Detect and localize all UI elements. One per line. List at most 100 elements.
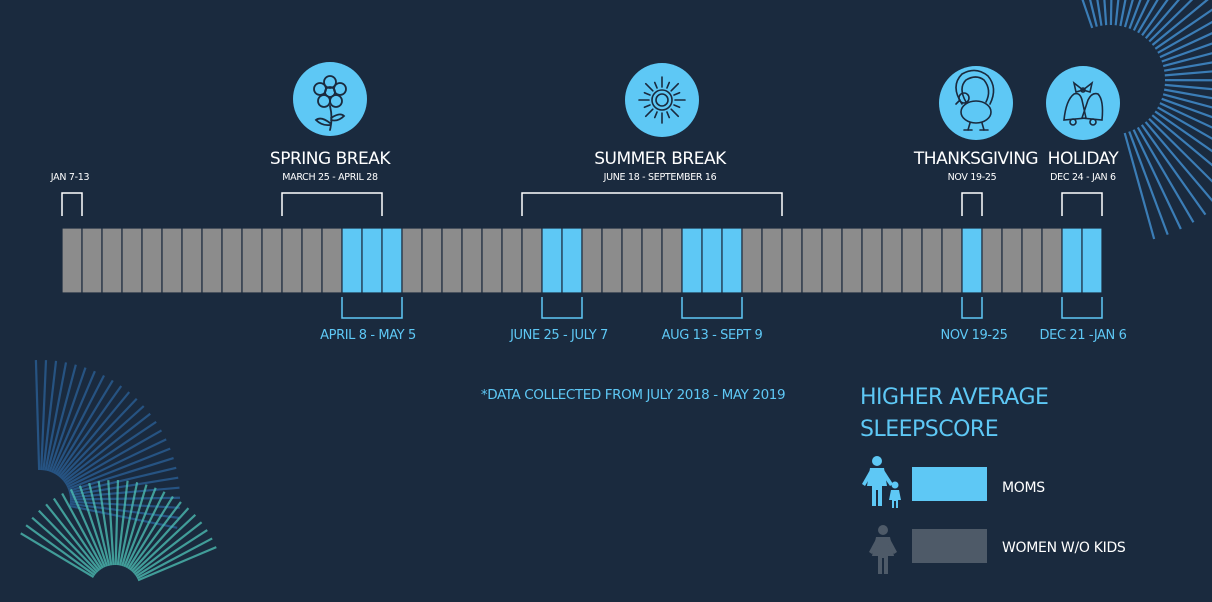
week-cell-women-higher (881, 227, 903, 294)
new-year-bracket (61, 192, 83, 216)
week-cell-women-higher (161, 227, 183, 294)
week-cell-women-higher (501, 227, 523, 294)
sun-icon (638, 76, 686, 124)
week-cell-women-higher (481, 227, 503, 294)
week-cell-women-higher (141, 227, 163, 294)
week-cell-women-higher (621, 227, 643, 294)
flower-icon (313, 75, 347, 131)
week-cell-women-higher (101, 227, 123, 294)
week-cell-women-higher (221, 227, 243, 294)
week-cell-women-higher (521, 227, 543, 294)
week-cell-women-higher (441, 227, 463, 294)
holiday-dates: DEC 24 - JAN 6 (1050, 172, 1116, 183)
week-cell-women-higher (761, 227, 783, 294)
legend-swatch-moms (912, 467, 987, 501)
summer-break-dates: JUNE 18 - SEPTEMBER 16 (603, 172, 717, 183)
week-cell-women-higher (1021, 227, 1043, 294)
legend-label-moms: MOMS (1002, 480, 1045, 496)
legend-label-women: WOMEN W/O KIDS (1002, 540, 1126, 556)
week-cell-women-higher (601, 227, 623, 294)
legend: HIGHER AVERAGE SLEEPSCORE MOMS WOMEN W/O… (860, 385, 1126, 574)
week-cell-women-higher (281, 227, 303, 294)
thanksgiving-bracket (961, 192, 983, 216)
week-cell-women-higher (801, 227, 823, 294)
period-labels: JAN 7-13 SPRING BREAK MARCH 25 - APRIL 2… (50, 149, 1120, 183)
week-cell-women-higher (461, 227, 483, 294)
moms-period-bracket (961, 297, 983, 319)
week-cell-women-higher (1041, 227, 1063, 294)
week-cell-moms-higher (361, 227, 383, 294)
period-brackets (61, 192, 1103, 216)
holiday-title: HOLIDAY (1048, 149, 1120, 169)
week-cell-moms-higher (561, 227, 583, 294)
bells-icon (1063, 81, 1104, 126)
holiday-icon-badge (1046, 66, 1120, 140)
week-cell-women-higher (661, 227, 683, 294)
moms-period-bracket (681, 297, 743, 319)
week-cell-moms-higher (1061, 227, 1083, 294)
legend-title-line1: HIGHER AVERAGE (860, 385, 1048, 410)
week-cell-women-higher (741, 227, 763, 294)
legend-title-line2: SLEEPSCORE (860, 417, 998, 442)
spring-icon-badge (293, 62, 367, 136)
data-collection-note: *DATA COLLECTED FROM JULY 2018 - MAY 201… (481, 387, 785, 403)
spring-break-dates: MARCH 25 - APRIL 28 (282, 172, 378, 183)
week-cell-women-higher (181, 227, 203, 294)
week-cell-moms-higher (701, 227, 723, 294)
week-cell-women-higher (61, 227, 83, 294)
week-cell-women-higher (81, 227, 103, 294)
week-strip (61, 227, 1103, 294)
week-cell-moms-higher (681, 227, 703, 294)
decorative-rays (20, 0, 1212, 582)
week-cell-women-higher (821, 227, 843, 294)
week-cell-moms-higher (341, 227, 363, 294)
spring-break-title: SPRING BREAK (270, 149, 392, 169)
week-cell-women-higher (1001, 227, 1023, 294)
moms-period-label: NOV 19-25 (941, 328, 1008, 343)
moms-period-label: DEC 21 -JAN 6 (1040, 328, 1127, 343)
moms-brackets (341, 297, 1103, 319)
week-cell-women-higher (301, 227, 323, 294)
moms-period-labels: APRIL 8 - MAY 5 JUNE 25 - JULY 7 AUG 13 … (320, 328, 1127, 343)
thanksgiving-title: THANKSGIVING (913, 149, 1038, 169)
week-cell-women-higher (261, 227, 283, 294)
week-cell-women-higher (861, 227, 883, 294)
week-cell-moms-higher (721, 227, 743, 294)
summer-break-title: SUMMER BREAK (594, 149, 727, 169)
turkey-icon (955, 69, 995, 131)
week-cell-women-higher (121, 227, 143, 294)
week-cell-moms-higher (961, 227, 983, 294)
moms-period-bracket (541, 297, 583, 319)
week-cell-women-higher (901, 227, 923, 294)
moms-period-label: APRIL 8 - MAY 5 (320, 328, 416, 343)
thanksgiving-icon-badge (939, 66, 1013, 140)
week-cell-women-higher (241, 227, 263, 294)
week-cell-moms-higher (1081, 227, 1103, 294)
moms-period-bracket (1061, 297, 1103, 319)
spring-break-bracket (281, 192, 383, 216)
woman-icon (869, 525, 897, 574)
moms-period-label: JUNE 25 - JULY 7 (509, 328, 608, 343)
week-cell-women-higher (581, 227, 603, 294)
thanksgiving-dates: NOV 19-25 (948, 172, 997, 183)
summer-icon-badge (625, 63, 699, 137)
week-cell-moms-higher (381, 227, 403, 294)
week-cell-women-higher (921, 227, 943, 294)
moms-period-bracket (341, 297, 403, 319)
holiday-bracket (1061, 192, 1103, 216)
week-cell-women-higher (321, 227, 343, 294)
new-year-dates: JAN 7-13 (50, 172, 90, 183)
summer-break-bracket (521, 192, 783, 216)
week-cell-women-higher (641, 227, 663, 294)
week-cell-women-higher (981, 227, 1003, 294)
week-cell-women-higher (841, 227, 863, 294)
week-cell-women-higher (401, 227, 423, 294)
week-cell-women-higher (941, 227, 963, 294)
legend-swatch-women (912, 529, 987, 563)
week-cell-women-higher (201, 227, 223, 294)
moms-period-label: AUG 13 - SEPT 9 (662, 328, 763, 343)
week-cell-women-higher (781, 227, 803, 294)
mother-child-icon (862, 456, 901, 508)
week-cell-moms-higher (541, 227, 563, 294)
